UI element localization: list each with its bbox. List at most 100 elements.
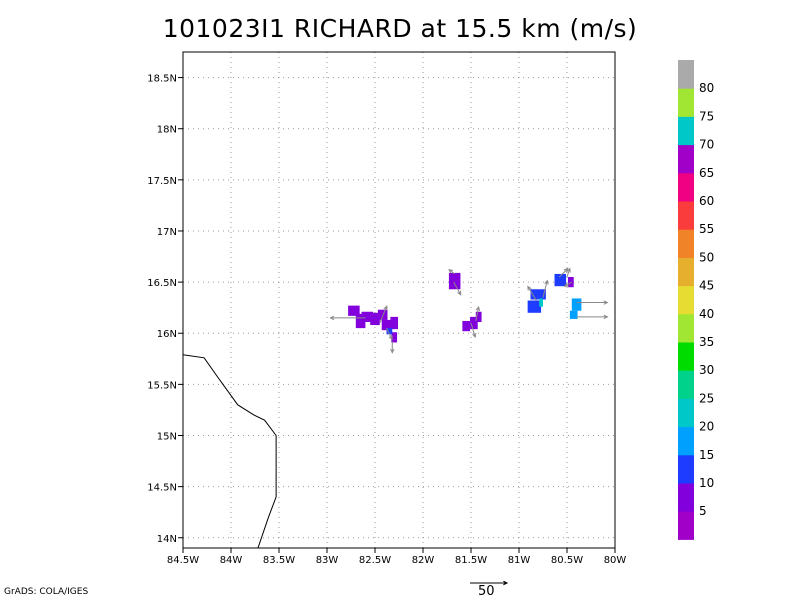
colorbar-swatch	[678, 483, 694, 512]
wind-vector-head	[563, 282, 569, 287]
wind-vector	[386, 327, 393, 340]
wind-vector-head	[475, 305, 481, 311]
colorbar-label: 45	[699, 279, 714, 293]
wind-vector-head	[448, 269, 454, 274]
wind-vector	[453, 281, 462, 295]
x-tick-label: 81W	[508, 555, 531, 566]
y-tick-label: 14N	[157, 534, 177, 545]
y-tick-label: 17N	[157, 227, 177, 238]
wind-vector-head	[388, 335, 393, 341]
wind-vector	[527, 286, 537, 301]
data-layer	[183, 267, 609, 548]
colorbar-label: 65	[699, 166, 714, 180]
wind-vector	[542, 280, 548, 298]
colorbar-label: 55	[699, 222, 714, 236]
x-tick-label: 80.5W	[551, 555, 583, 566]
reference-vector-label: 50	[478, 584, 495, 599]
x-tick-label: 83.5W	[263, 555, 295, 566]
colorbar-swatch	[678, 172, 694, 202]
wind-cell	[539, 298, 543, 307]
wind-vector-head	[390, 348, 395, 354]
wind-cell	[470, 316, 478, 330]
x-tick-label: 82W	[412, 555, 435, 566]
wind-vector-head	[527, 285, 532, 291]
colorbar-label: 15	[699, 448, 714, 462]
y-tick-label: 18N	[157, 125, 177, 136]
wind-vector	[564, 281, 573, 287]
wind-vector	[448, 269, 455, 275]
x-tick-label: 83W	[316, 555, 339, 566]
chart-title: 101023I1 RICHARD at 15.5 km (m/s)	[162, 14, 638, 43]
colorbar-swatch	[678, 60, 694, 89]
y-tick-label: 15N	[157, 432, 177, 443]
x-tick-label: 84W	[220, 555, 243, 566]
colorbar-swatch	[678, 342, 694, 371]
colorbar-swatch	[678, 88, 694, 117]
wind-cell	[462, 320, 471, 332]
wind-cell	[391, 332, 398, 343]
colorbar-swatch	[678, 426, 694, 456]
x-tick-label: 81.5W	[455, 555, 487, 566]
wind-vector	[475, 306, 480, 322]
y-tick-label: 16.5N	[147, 278, 177, 289]
wind-cell	[554, 273, 567, 287]
wind-cell	[475, 311, 482, 322]
colorbar-label: 20	[699, 420, 714, 434]
colorbar-label: 75	[699, 109, 714, 123]
y-tick-label: 16N	[157, 329, 177, 340]
wind-vector-head	[383, 305, 388, 311]
y-tick-label: 15.5N	[147, 380, 177, 391]
wind-vector-head	[603, 300, 609, 305]
colorbar-swatch	[678, 201, 694, 230]
wind-cell	[448, 272, 461, 290]
x-tick-label: 84.5W	[167, 555, 199, 566]
wind-vector	[566, 268, 571, 278]
colorbar-swatch	[678, 370, 694, 399]
colorbar-label: 5	[699, 504, 707, 518]
colorbar-label: 70	[699, 138, 714, 152]
wind-vector	[379, 306, 388, 324]
plot-frame	[182, 51, 616, 549]
colorbar-label: 80	[699, 81, 714, 95]
footer-credit: GrADS: COLA/IGES	[4, 587, 89, 597]
wind-vector	[470, 322, 476, 338]
wind-cell	[386, 328, 393, 335]
wind-cell	[361, 311, 374, 322]
wind-vector-head	[566, 267, 571, 273]
y-tick-label: 17.5N	[147, 176, 177, 187]
colorbar-swatch	[678, 285, 694, 315]
x-tick-label: 82.5W	[359, 555, 391, 566]
colorbar-swatch	[678, 257, 694, 287]
wind-vector-head	[472, 332, 477, 339]
wind-cell	[390, 316, 399, 330]
reference-vector-head	[503, 580, 509, 586]
colorbar-label: 30	[699, 363, 714, 377]
colorbar-label: 10	[699, 476, 714, 490]
colorbar-swatch	[678, 511, 694, 540]
colorbar-label: 50	[699, 250, 714, 264]
wind-cell	[571, 298, 582, 311]
wind-cell	[527, 300, 542, 313]
y-tick-label: 14.5N	[147, 483, 177, 494]
coastline	[183, 354, 277, 548]
wind-vector-head	[329, 315, 335, 321]
colorbar-label: 40	[699, 307, 714, 321]
colorbar-swatch	[678, 454, 694, 484]
colorbar-swatch	[678, 229, 694, 258]
colorbar-label: 35	[699, 335, 714, 349]
wind-vector-head	[457, 290, 462, 296]
wind-cell	[348, 305, 360, 316]
colorbar-swatch	[678, 313, 694, 343]
wind-cell	[355, 313, 366, 329]
wind-vector-head	[603, 314, 609, 320]
wind-cell	[530, 289, 546, 300]
y-tick-label: 18.5N	[147, 74, 177, 85]
colorbar-label: 25	[699, 391, 714, 405]
wind-vector	[558, 268, 569, 278]
wind-vector-head	[544, 279, 549, 285]
wind-cell	[381, 319, 392, 331]
colorbar-swatch	[678, 116, 694, 146]
colorbar-label: 60	[699, 194, 714, 208]
colorbar-swatch	[678, 144, 694, 174]
